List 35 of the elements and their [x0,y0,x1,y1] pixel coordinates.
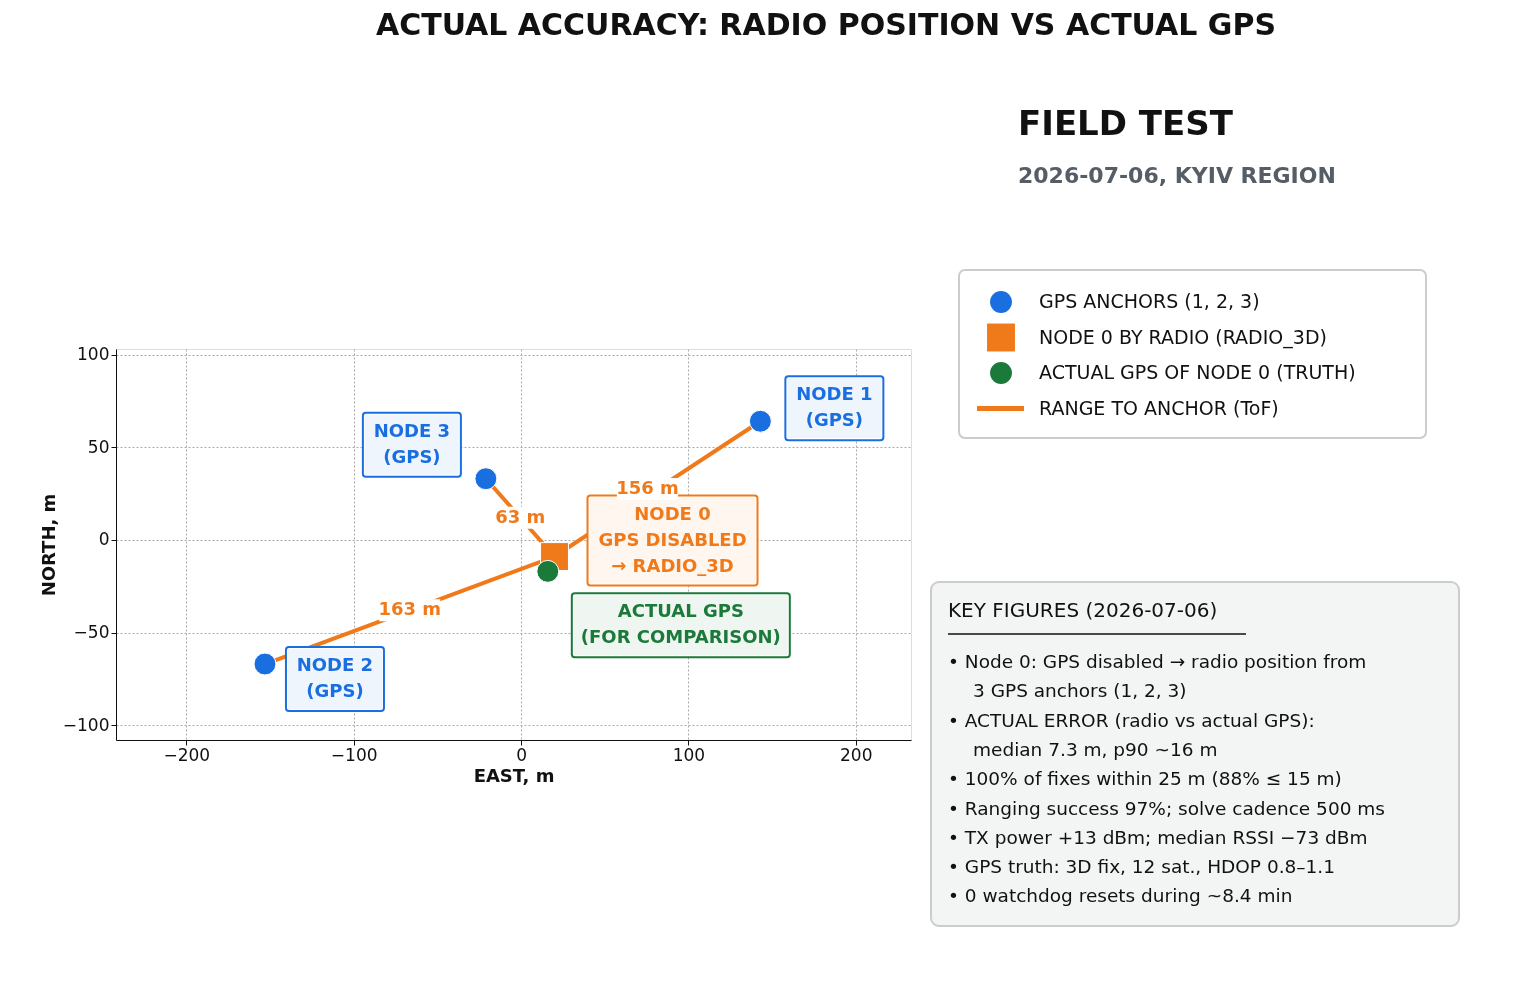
annotation: NODE 2 (GPS) [296,654,374,702]
legend-label: NODE 0 BY RADIO (RADIO_3D) [1039,325,1327,349]
y-tick-label: 50 [87,436,110,457]
text: KEY FIGURES (2026-07-06) [948,598,1218,622]
text: • 100% of fixes within 25 m (88% ≤ 15 m) [948,768,1342,790]
x-tick-label: −100 [330,744,378,765]
x-tick-label: 0 [516,744,527,765]
text: • Ranging success 97%; solve cadence 500 ms [948,797,1385,819]
annotation: NODE 3 (GPS) [373,419,451,467]
y-tick-label: −50 [73,622,110,643]
annotation: NODE 1 (GPS) [796,383,873,431]
text: 2026-07-06, KYIV REGION [1018,163,1336,188]
annotation: 156 m [616,476,679,498]
y-tick-label: −100 [62,714,110,735]
annotation: NODE 0 GPS DISABLED → RADIO_3D [598,502,747,576]
text: • 0 watchdog resets during ~8.4 min [948,885,1293,907]
x-tick-label: 100 [672,744,706,765]
chart-title: ACTUAL ACCURACY: RADIO POSITION VS ACTUAL GPS [375,7,1277,42]
text: • TX power +13 dBm; median RSSI −73 dBm [948,826,1368,848]
x-axis-title: EAST, m [473,764,555,786]
x-tick-label: 200 [840,744,873,765]
legend-label: ACTUAL GPS OF NODE 0 (TRUTH) [1039,361,1356,383]
legend-label: GPS ANCHORS (1, 2, 3) [1039,290,1260,312]
annotation: 163 m [378,598,442,620]
y-axis-title: NORTH, m [37,493,59,597]
y-tick-label: 100 [77,344,110,365]
legend-label: RANGE TO ANCHOR (ToF) [1039,396,1279,419]
text: • ACTUAL ERROR (radio vs actual GPS): median 7.3 m, p90 ~16 m [948,709,1315,760]
annotation: 63 m [495,505,546,527]
text: FIELD TEST [1018,103,1234,143]
annotation: ACTUAL GPS (FOR COMPARISON) [580,600,781,648]
x-tick-label: −200 [163,744,211,765]
y-tick-label: 0 [98,529,110,550]
text: • Node 0: GPS disabled → radio position from 3 GPS anchors (1, 2, 3) [948,651,1367,702]
text: • GPS truth: 3D fix, 12 sat., HDOP 0.8–1.1 [948,856,1335,878]
